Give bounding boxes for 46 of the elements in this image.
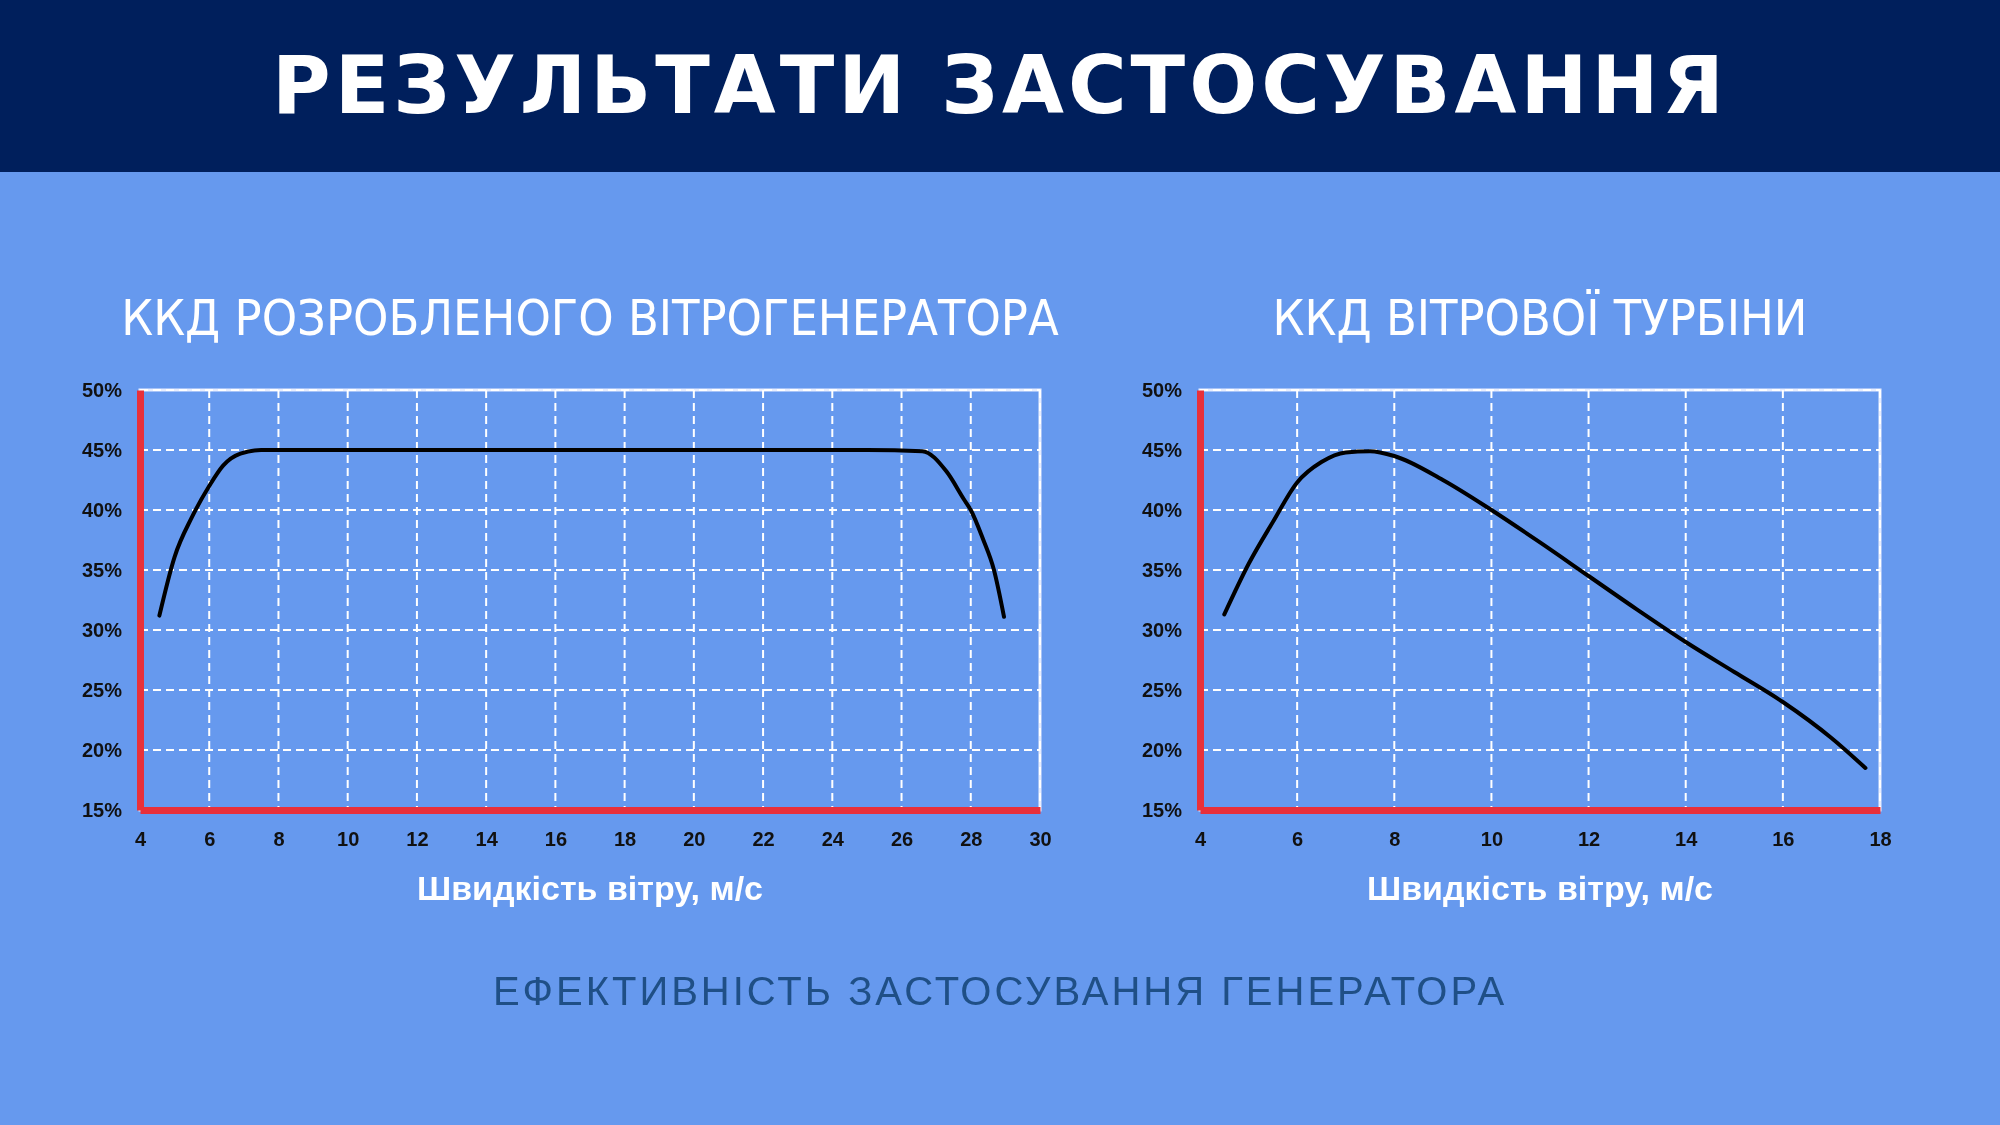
x-axis-title: Швидкість вітру, м/с	[1367, 869, 1713, 907]
x-tick-label: 18	[1869, 828, 1892, 851]
x-tick-label: 26	[890, 828, 914, 851]
chart-title: ККД РОЗРОБЛЕНОГО ВІТРОГЕНЕРАТОРА	[121, 289, 1059, 347]
y-tick-label: 45%	[1141, 438, 1183, 461]
x-tick-label: 8	[1389, 828, 1401, 851]
x-tick-label: 16	[1772, 828, 1795, 851]
y-tick-label: 40%	[81, 498, 123, 521]
x-tick-label: 14	[475, 828, 499, 851]
text: ЕФЕКТИВНІСТЬ ЗАСТОСУВАННЯ ГЕНЕРАТОРА	[492, 969, 1508, 1013]
y-tick-label: 45%	[81, 438, 123, 461]
x-tick-label: 4	[134, 828, 147, 851]
x-tick-label: 24	[821, 828, 845, 851]
y-tick-label: 20%	[1141, 738, 1183, 761]
x-tick-label: 8	[273, 828, 285, 851]
y-tick-label: 50%	[81, 378, 123, 401]
x-tick-label: 18	[613, 828, 637, 851]
x-tick-label: 12	[1577, 828, 1601, 851]
x-tick-label: 30	[1029, 828, 1052, 851]
x-tick-label: 28	[960, 828, 983, 851]
y-tick-label: 25%	[81, 678, 123, 701]
line-series	[1222, 449, 1868, 770]
y-tick-label: 15%	[1141, 798, 1183, 821]
x-tick-label: 16	[544, 828, 568, 851]
y-tick-label: 15%	[81, 798, 123, 821]
text: РЕЗУЛЬТАТИ ЗАСТОСУВАННЯ	[272, 39, 1728, 132]
x-axis-title: Швидкість вітру, м/с	[417, 869, 763, 907]
x-tick-label: 22	[752, 828, 775, 851]
x-tick-label: 14	[1675, 828, 1699, 851]
x-tick-label: 10	[1480, 828, 1504, 851]
x-tick-label: 4	[1194, 828, 1207, 851]
x-tick-label: 20	[683, 828, 706, 851]
y-tick-label: 30%	[81, 618, 123, 641]
y-tick-label: 25%	[1141, 678, 1183, 701]
y-tick-label: 20%	[81, 738, 123, 761]
x-tick-label: 6	[204, 828, 216, 851]
y-tick-label: 35%	[1141, 558, 1183, 581]
chart-title: ККД ВІТРОВОЇ ТУРБІНИ	[1272, 289, 1808, 347]
y-tick-label: 30%	[1141, 618, 1183, 641]
y-tick-label: 35%	[81, 558, 123, 581]
y-tick-label: 40%	[1141, 498, 1183, 521]
x-tick-label: 10	[337, 828, 360, 851]
line-series	[157, 448, 1006, 619]
x-tick-label: 12	[406, 828, 429, 851]
y-tick-label: 50%	[1141, 378, 1183, 401]
x-tick-label: 6	[1292, 828, 1304, 851]
